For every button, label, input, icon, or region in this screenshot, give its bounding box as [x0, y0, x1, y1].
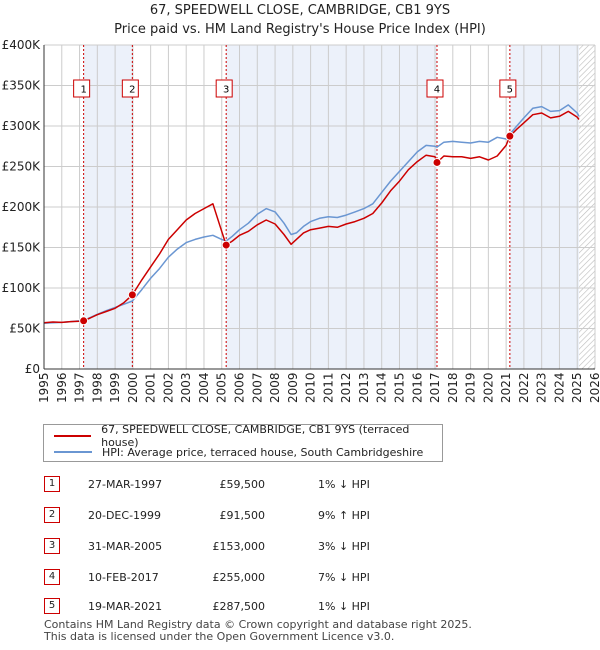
sale-marker [432, 157, 442, 167]
x-tick-label: 2011 [321, 372, 335, 403]
x-tick-label: 2025 [570, 372, 584, 403]
x-tick-label: 1997 [73, 372, 87, 403]
sale-number-box [121, 79, 139, 98]
sale-row: 1 27-MAR-1997 £59,500 1% ↓ HPI [0, 476, 600, 494]
sale-hpi-diff: 7% ↓ HPI [318, 571, 370, 584]
sale-hpi-diff: 3% ↓ HPI [318, 540, 370, 553]
sale-number-box [73, 79, 91, 98]
sale-date: 31-MAR-2005 [88, 540, 163, 553]
x-tick-label: 2008 [268, 372, 282, 403]
sale-number-badge: 3 [44, 538, 60, 554]
x-tick-label: 2012 [339, 372, 353, 403]
y-tick-label: £150K [2, 241, 42, 255]
legend-swatch-hpi [54, 451, 92, 453]
x-tick-label: 2022 [517, 372, 531, 403]
x-tick-label: 2021 [499, 372, 513, 403]
legend-item-hpi: HPI: Average price, terraced house, Sout… [54, 445, 423, 459]
sale-price: £91,500 [219, 509, 266, 522]
sale-marker [505, 131, 515, 141]
legend-item-price: 67, SPEEDWELL CLOSE, CAMBRIDGE, CB1 9YS … [54, 423, 442, 449]
footer-copyright: Contains HM Land Registry data © Crown c… [44, 618, 472, 631]
y-tick-label: £100K [2, 281, 42, 295]
sale-hpi-diff: 1% ↓ HPI [318, 600, 370, 613]
x-tick-label: 2017 [428, 372, 442, 403]
x-tick-label: 2003 [179, 372, 193, 403]
x-tick-label: 2007 [250, 372, 264, 403]
sale-number-badge: 4 [44, 569, 60, 585]
price-chart: 1 2 3 4 5 £0 £50K £100K £150K £200K £250K £300K £35… [2, 38, 600, 403]
y-tick-label: £300K [2, 119, 42, 133]
sale-row: 5 19-MAR-2021 £287,500 1% ↓ HPI [0, 598, 600, 616]
sale-price: £59,500 [219, 478, 266, 491]
sale-date: 10-FEB-2017 [88, 571, 159, 584]
x-tick-label: 2004 [197, 372, 211, 403]
y-tick-label: £50K [9, 322, 41, 336]
sale-row: 4 10-FEB-2017 £255,000 7% ↓ HPI [0, 569, 600, 587]
legend-label-hpi: HPI: Average price, terraced house, Sout… [102, 445, 424, 459]
sale-number-label: 3 [223, 85, 229, 96]
sale-row: 2 20-DEC-1999 £91,500 9% ↑ HPI [0, 507, 600, 525]
x-tick-label: 1996 [55, 372, 69, 403]
x-tick-label: 2013 [357, 372, 371, 403]
chart-subtitle: Price paid vs. HM Land Registry's House … [114, 22, 486, 37]
sale-number-label: 2 [129, 85, 135, 96]
sale-hpi-diff: 1% ↓ HPI [318, 478, 370, 491]
y-tick-label: £350K [2, 79, 42, 93]
legend-label-price: 67, SPEEDWELL CLOSE, CAMBRIDGE, CB1 9YS … [101, 423, 410, 449]
x-tick-label: 2018 [446, 372, 460, 403]
sale-marker [79, 316, 89, 326]
sale-number-label: 5 [507, 85, 513, 96]
sale-price: £153,000 [212, 540, 266, 553]
footer-licence: This data is licensed under the Open Gov… [44, 630, 395, 643]
x-tick-label: 2015 [392, 372, 406, 403]
sale-number-label: 1 [80, 85, 86, 96]
sale-number-label: 4 [434, 85, 440, 96]
x-tick-label: 2020 [481, 372, 495, 403]
x-tick-label: 2001 [144, 372, 158, 403]
sale-price: £255,000 [212, 571, 266, 584]
x-tick-label: 2010 [304, 372, 318, 403]
x-tick-label: 1999 [108, 372, 122, 403]
sale-number-badge: 2 [44, 507, 60, 523]
x-tick-label: 2014 [375, 372, 389, 403]
x-tick-label: 1995 [37, 372, 51, 403]
sale-number-badge: 1 [44, 476, 60, 492]
hpi-line [43, 104, 580, 324]
x-tick-label: 2005 [215, 372, 229, 403]
sale-date: 27-MAR-1997 [88, 478, 163, 491]
footer-notice: Contains HM Land Registry data © Crown c… [44, 619, 472, 643]
sale-number-box [499, 79, 517, 98]
sale-number-box [215, 79, 233, 98]
sale-date: 19-MAR-2021 [88, 600, 163, 613]
sale-number-box [426, 79, 444, 98]
x-tick-label: 1998 [90, 372, 104, 403]
x-tick-label: 2016 [410, 372, 424, 403]
x-tick-label: 2006 [233, 372, 247, 403]
sale-number-badge: 5 [44, 598, 60, 614]
sale-hpi-diff: 9% ↑ HPI [318, 509, 370, 522]
sale-marker [127, 290, 137, 300]
sale-date: 20-DEC-1999 [88, 509, 162, 522]
x-tick-label: 2024 [552, 372, 566, 403]
x-tick-label: 2000 [126, 372, 140, 403]
sale-marker [221, 240, 231, 250]
chart-legend: 67, SPEEDWELL CLOSE, CAMBRIDGE, CB1 9YS … [43, 423, 443, 462]
y-tick-label: £400K [2, 38, 42, 52]
y-tick-label: £200K [2, 200, 42, 214]
x-tick-label: 2002 [161, 372, 175, 403]
x-tick-label: 2023 [535, 372, 549, 403]
x-tick-label: 2019 [464, 372, 478, 403]
x-tick-label: 2026 [588, 372, 600, 403]
x-tick-label: 2009 [286, 372, 300, 403]
y-tick-label: £250K [2, 160, 42, 174]
sale-row: 3 31-MAR-2005 £153,000 3% ↓ HPI [0, 538, 600, 556]
chart-title: 67, SPEEDWELL CLOSE, CAMBRIDGE, CB1 9YS [149, 3, 451, 18]
legend-swatch-price [54, 435, 92, 437]
sale-price: £287,500 [212, 600, 266, 613]
y-tick-label: £0 [25, 362, 40, 376]
